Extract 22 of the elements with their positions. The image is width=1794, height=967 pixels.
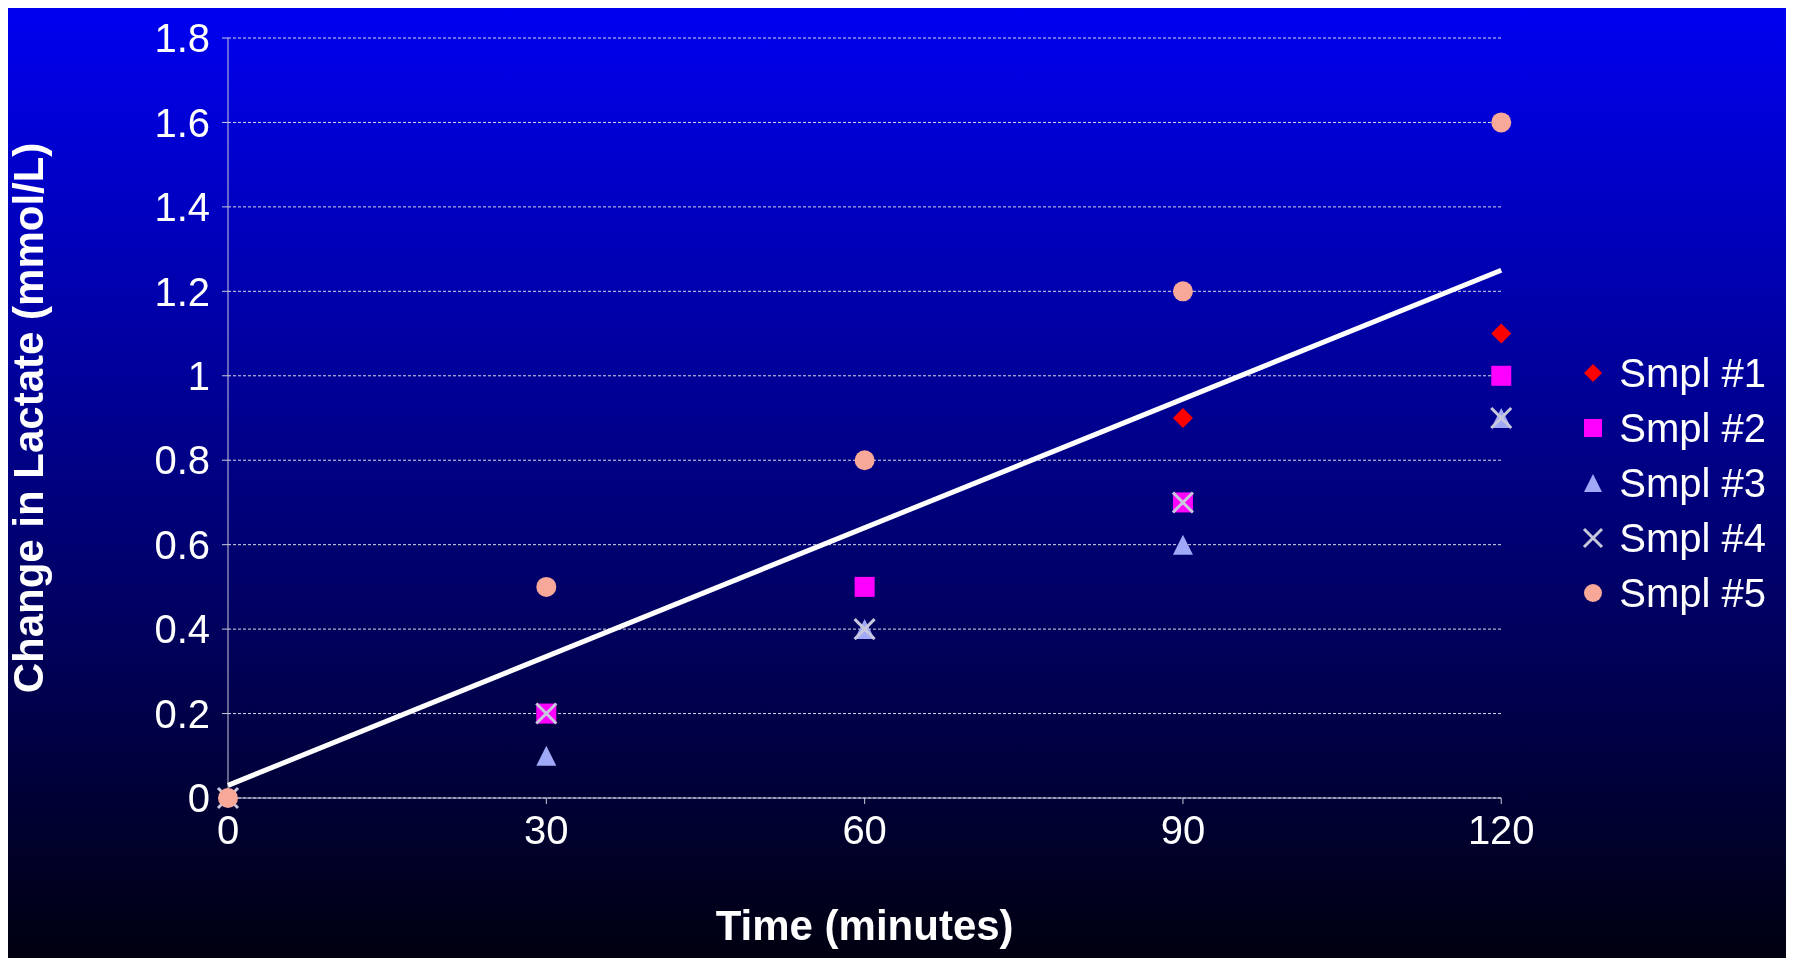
legend-label: Smpl #3	[1619, 460, 1766, 506]
x-tick-label: 60	[842, 808, 887, 853]
y-tick-label: 0.2	[154, 691, 210, 736]
x-tick-label: 90	[1160, 808, 1206, 853]
legend-label: Smpl #1	[1619, 350, 1766, 396]
x-axis-title: Time (minutes)	[715, 902, 1014, 949]
y-tick-label: 1.4	[154, 185, 210, 230]
y-tick-label: 1.6	[154, 100, 210, 145]
y-tick-label: 1	[187, 353, 210, 398]
y-axis-title: Change in Lactate (mmol/L)	[4, 142, 52, 694]
legend-label: Smpl #5	[1619, 570, 1766, 616]
y-tick-label: 0.4	[154, 607, 210, 652]
y-tick-label: 1.8	[154, 16, 210, 61]
x-tick-label: 30	[524, 808, 569, 853]
y-tick-label: 0.8	[154, 438, 210, 483]
y-tick-label: 0	[187, 776, 210, 821]
legend-label: Smpl #2	[1619, 405, 1766, 451]
legend-label: Smpl #4	[1619, 515, 1766, 561]
y-tick-label: 0.6	[154, 522, 210, 567]
x-tick-label: 0	[216, 808, 240, 853]
y-tick-label: 1.2	[154, 269, 210, 314]
x-tick-label: 120	[1467, 808, 1535, 853]
